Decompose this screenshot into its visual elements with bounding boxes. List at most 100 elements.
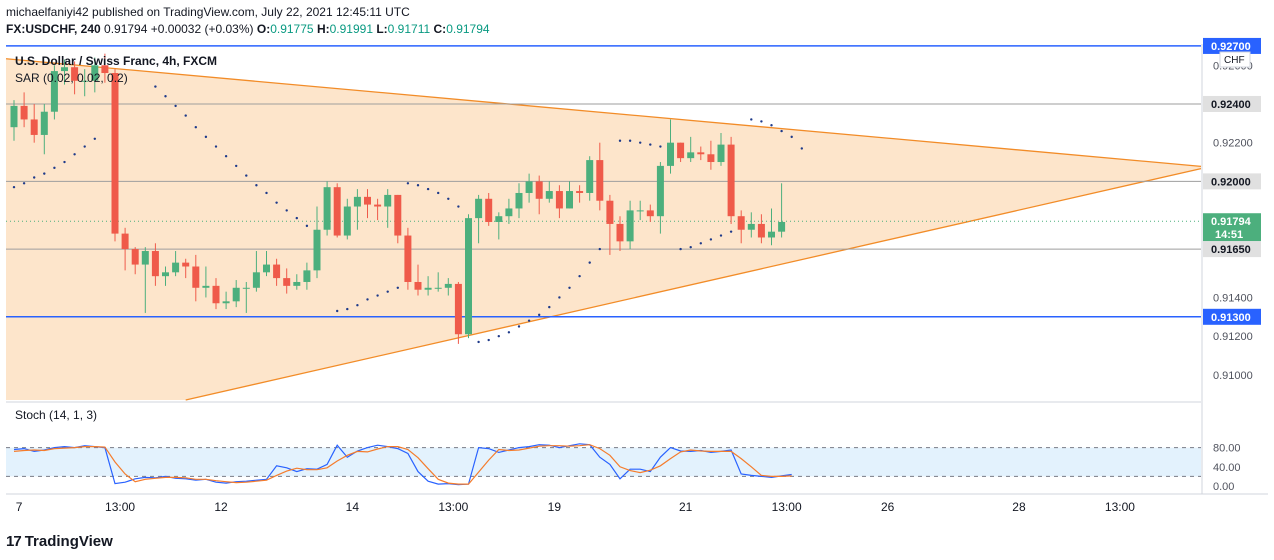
- sar-dot: [487, 338, 490, 342]
- candle-body: [747, 223, 755, 230]
- tradingview-wordmark: TradingView: [24, 533, 113, 550]
- sar-dot: [790, 135, 793, 139]
- candle-body: [303, 270, 311, 282]
- time-tick-label: 19: [548, 500, 562, 514]
- tradingview-brand[interactable]: 17 TradingView: [6, 533, 113, 550]
- candle-body: [475, 198, 483, 219]
- sar-dot: [457, 205, 460, 208]
- candle-body: [707, 154, 715, 163]
- candle-body: [667, 142, 674, 166]
- candle-body: [465, 218, 472, 335]
- sar-dot: [164, 95, 167, 98]
- low-value: 0.91711: [387, 22, 431, 36]
- price-axis-badge: [1203, 241, 1261, 258]
- sar-dot: [750, 118, 753, 121]
- sar-dot: [588, 261, 591, 264]
- candle-body: [182, 262, 190, 267]
- sar-dot: [255, 184, 258, 187]
- sar-dot: [719, 234, 723, 237]
- candle-body: [768, 231, 775, 238]
- sar-dot: [649, 143, 652, 146]
- candle-body: [757, 223, 765, 238]
- sar-dot: [336, 309, 339, 313]
- price-axis-badge-text: 0.91300: [1211, 312, 1251, 324]
- sar-dot: [356, 303, 359, 307]
- triangle-upper-trendline: [5, 58, 1202, 168]
- sar-dot: [497, 334, 500, 338]
- time-tick-label: 13:00: [772, 500, 802, 514]
- sar-dot: [507, 331, 511, 334]
- symbol-name[interactable]: FX:USDCHF, 240: [6, 22, 101, 36]
- price-axis-badge: [1203, 308, 1261, 325]
- stoch-tick-label: 0.00: [1213, 481, 1234, 493]
- sar-dot: [679, 247, 682, 251]
- candle-body: [71, 67, 79, 81]
- candle-body: [91, 65, 99, 81]
- candle-body: [151, 251, 159, 277]
- candle-body: [677, 142, 685, 159]
- candle-body: [283, 278, 291, 286]
- chart-canvas[interactable]: 0.926000.922000.914000.912000.910000.927…: [0, 0, 1274, 530]
- sar-dot: [659, 145, 662, 148]
- sar-dot: [396, 286, 399, 289]
- candle-body: [778, 222, 786, 232]
- stoch-legend[interactable]: Stoch (14, 1, 3): [15, 408, 98, 422]
- sar-dot: [224, 155, 228, 158]
- high-label: H:: [316, 22, 330, 36]
- sar-dot: [760, 120, 763, 123]
- sar-dot: [295, 216, 298, 220]
- candle-body: [697, 152, 705, 155]
- time-tick-label: 21: [679, 500, 693, 514]
- price-tick-label: 0.91200: [1213, 331, 1253, 343]
- sar-dot: [214, 145, 218, 148]
- candle-body: [141, 251, 149, 265]
- sar-dot: [568, 286, 571, 289]
- sar-dot: [447, 197, 450, 200]
- open-label: O:: [256, 22, 271, 36]
- sar-dot: [154, 85, 157, 88]
- candle-body: [81, 80, 89, 82]
- sar-dot: [93, 137, 97, 141]
- price-tick-label: 0.91000: [1213, 370, 1253, 382]
- stoch-d-line: [13, 444, 792, 485]
- sar-dot: [800, 147, 803, 150]
- sar-dot: [437, 191, 440, 195]
- sar-dot: [43, 172, 46, 175]
- price-axis-badge-text: 0.92700: [1211, 41, 1251, 53]
- time-tick-label: 13:00: [1105, 500, 1135, 514]
- candle-body: [50, 71, 58, 112]
- stoch-band: [6, 447, 1201, 477]
- sar-dot: [376, 294, 379, 297]
- sar-dot: [729, 230, 733, 233]
- candle-body: [485, 198, 493, 222]
- publisher-line: michaelfaniyi42 published on TradingView…: [6, 5, 410, 19]
- sar-dot: [527, 319, 531, 322]
- candle-body: [353, 196, 361, 207]
- candle-body: [323, 187, 331, 230]
- sar-dot: [426, 187, 430, 191]
- candle-body: [596, 160, 604, 201]
- sar-legend[interactable]: SAR (0.02, 0.02, 0.2): [15, 71, 128, 85]
- candle-body: [30, 119, 38, 135]
- tradingview-logo-icon: 17: [6, 533, 22, 550]
- sar-dot: [83, 145, 86, 148]
- candle-body: [212, 285, 220, 304]
- candle-body: [525, 181, 533, 193]
- price-axis-badge-text: 0.91794: [1211, 216, 1252, 228]
- change-text: +0.00032 (+0.03%): [150, 22, 254, 36]
- price-axis-badge: [1203, 173, 1261, 190]
- sar-dot: [770, 124, 773, 127]
- time-tick-label: 12: [214, 500, 228, 514]
- candle-body: [192, 266, 200, 288]
- price-tick-label: 0.91400: [1213, 292, 1253, 304]
- candle-body: [293, 281, 301, 286]
- candle-body: [737, 216, 745, 230]
- candle-body: [40, 111, 48, 135]
- time-tick-label: 13:00: [438, 500, 468, 514]
- price-axis-badge-text: 0.92000: [1211, 176, 1251, 188]
- price-axis-badge-text: 0.92400: [1211, 99, 1251, 111]
- candle-body: [384, 194, 392, 207]
- candle-body: [222, 301, 230, 304]
- time-tick-label: 28: [1012, 500, 1026, 514]
- candle-body: [333, 187, 341, 236]
